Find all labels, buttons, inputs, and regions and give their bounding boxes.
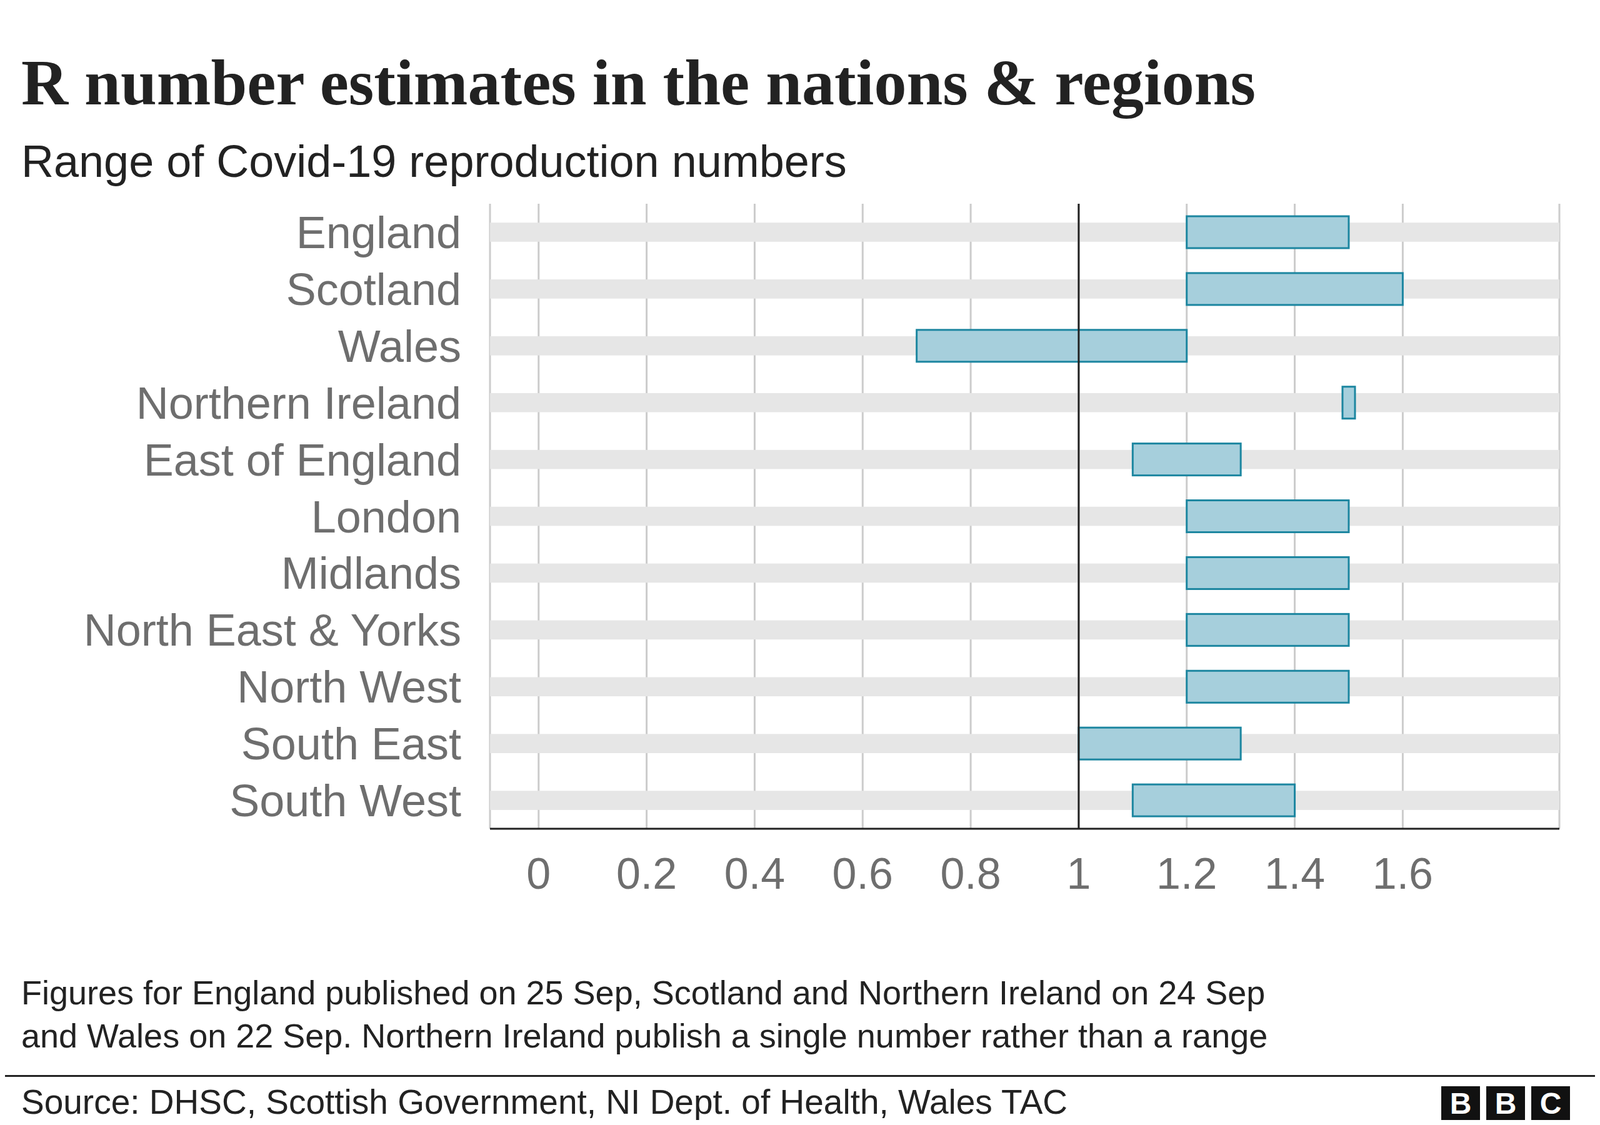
svg-text:South West: South West [229, 775, 462, 826]
svg-text:0.8: 0.8 [940, 849, 1001, 899]
svg-text:1.4: 1.4 [1264, 849, 1325, 899]
html-text:R number estimates in the nati: R number estimates in the nations & regi… [21, 46, 1256, 119]
svg-text:East of England: East of England [143, 435, 462, 485]
svg-text:1: 1 [1066, 849, 1091, 899]
svg-text:Midlands: Midlands [281, 548, 462, 599]
svg-text:London: London [311, 491, 462, 542]
svg-text:Northern Ireland: Northern Ireland [136, 378, 462, 429]
html-text:and Wales on 22 Sep. Northern: and Wales on 22 Sep. Northern Ireland pu… [21, 1016, 1268, 1055]
svg-text:North East & Yorks: North East & Yorks [83, 605, 462, 655]
svg-text:0.2: 0.2 [616, 849, 677, 899]
html-text:C: C [1539, 1086, 1562, 1120]
html-text:Figures for England published: Figures for England published on 25 Sep,… [21, 973, 1266, 1012]
svg-text:0: 0 [526, 849, 551, 899]
svg-text:Scotland: Scotland [286, 264, 462, 315]
html-text:B: B [1494, 1086, 1517, 1120]
svg-text:North West: North West [236, 661, 462, 712]
svg-text:0.6: 0.6 [832, 849, 894, 899]
svg-text:1.2: 1.2 [1156, 849, 1217, 899]
svg-text:Wales: Wales [338, 321, 462, 372]
html-text:Range of Covid-19 reproduction: Range of Covid-19 reproduction numbers [21, 136, 847, 187]
svg-text:England: England [296, 207, 462, 258]
svg-text:1.6: 1.6 [1372, 849, 1434, 899]
html-text:Source: DHSC, Scottish Governm: Source: DHSC, Scottish Government, NI De… [21, 1082, 1068, 1122]
svg-text:0.4: 0.4 [724, 849, 785, 899]
svg-text:South East: South East [241, 718, 462, 769]
html-text:B: B [1449, 1086, 1472, 1120]
